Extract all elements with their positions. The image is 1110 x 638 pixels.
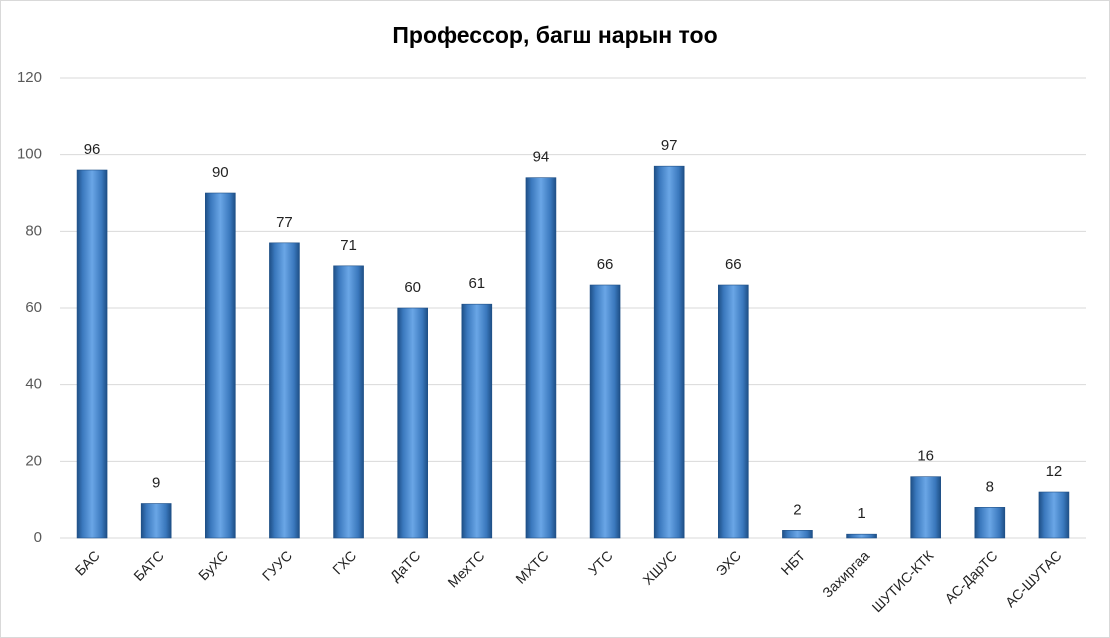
data-label: 16 xyxy=(917,448,934,465)
data-label: 96 xyxy=(84,141,101,158)
bar xyxy=(525,177,557,539)
bar xyxy=(76,169,108,539)
bar xyxy=(589,284,621,539)
bar xyxy=(269,242,300,539)
bar xyxy=(140,503,172,539)
y-tick-label: 20 xyxy=(25,452,42,469)
y-tick-label: 120 xyxy=(17,69,42,86)
data-label: 66 xyxy=(597,256,614,273)
bar xyxy=(846,533,877,539)
y-tick-label: 80 xyxy=(25,222,42,239)
bar xyxy=(653,165,685,539)
bar xyxy=(461,303,493,539)
data-label: 1 xyxy=(857,505,865,522)
data-label: 9 xyxy=(152,474,160,491)
data-label: 90 xyxy=(212,164,229,181)
data-label: 97 xyxy=(661,137,678,154)
bar xyxy=(782,530,813,539)
y-tick-label: 0 xyxy=(34,529,42,546)
data-label: 71 xyxy=(340,237,357,254)
data-label: 8 xyxy=(986,478,994,495)
data-label: 94 xyxy=(533,149,550,166)
data-label: 77 xyxy=(276,214,293,231)
bar xyxy=(974,507,1006,539)
y-tick-label: 100 xyxy=(17,146,42,163)
data-label: 61 xyxy=(468,275,485,292)
data-label: 66 xyxy=(725,256,742,273)
bar xyxy=(718,284,749,539)
y-tick-label: 40 xyxy=(25,376,42,393)
bar xyxy=(333,265,364,539)
data-label: 2 xyxy=(793,501,801,518)
bar xyxy=(910,476,941,539)
bar xyxy=(397,307,428,539)
bar xyxy=(205,192,236,539)
chart-title: Профессор, багш нарын тоо xyxy=(392,22,717,48)
data-label: 12 xyxy=(1046,463,1063,480)
y-tick-label: 60 xyxy=(25,299,42,316)
bar xyxy=(1038,491,1070,539)
data-label: 60 xyxy=(404,279,421,296)
